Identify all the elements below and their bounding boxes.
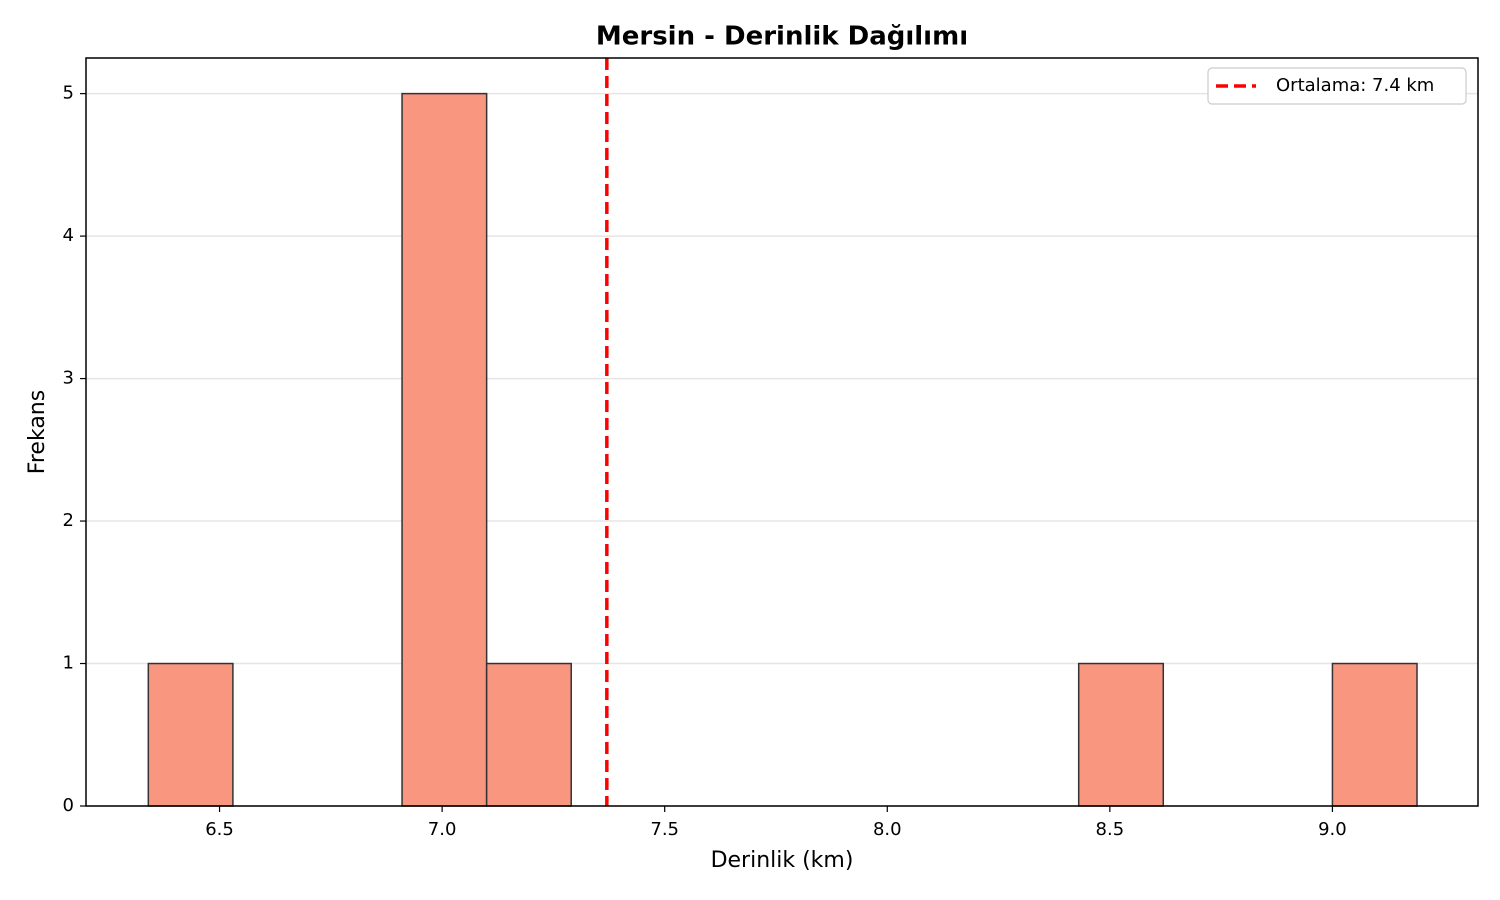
x-axis-label: Derinlik (km): [711, 848, 854, 873]
bar: [401, 92, 488, 807]
y-tick-label: 3: [63, 368, 74, 389]
bar: [485, 662, 572, 807]
x-tick-label: 9.0: [1318, 819, 1347, 840]
y-axis-label: Frekans: [25, 390, 50, 474]
x-tick-label: 7.0: [428, 819, 457, 840]
y-tick-label: 4: [63, 225, 74, 246]
x-tick-label: 7.5: [650, 819, 679, 840]
axes-frame: [85, 57, 1479, 807]
legend-box: [1207, 67, 1467, 105]
y-tick-label: 1: [63, 653, 74, 674]
x-tick-label: 8.0: [873, 819, 902, 840]
legend-label: Ortalama: 7.4 km: [1276, 75, 1434, 96]
y-tick-label: 2: [63, 510, 74, 531]
x-tick-label: 6.5: [205, 819, 234, 840]
x-tick-label: 8.5: [1096, 819, 1125, 840]
y-tick-label: 5: [63, 83, 74, 104]
bar: [1077, 662, 1165, 807]
chart-title: Mersin - Derinlik Dağılımı: [596, 22, 968, 52]
bar: [1331, 662, 1418, 807]
y-tick-label: 0: [63, 795, 74, 816]
bar: [147, 662, 234, 807]
